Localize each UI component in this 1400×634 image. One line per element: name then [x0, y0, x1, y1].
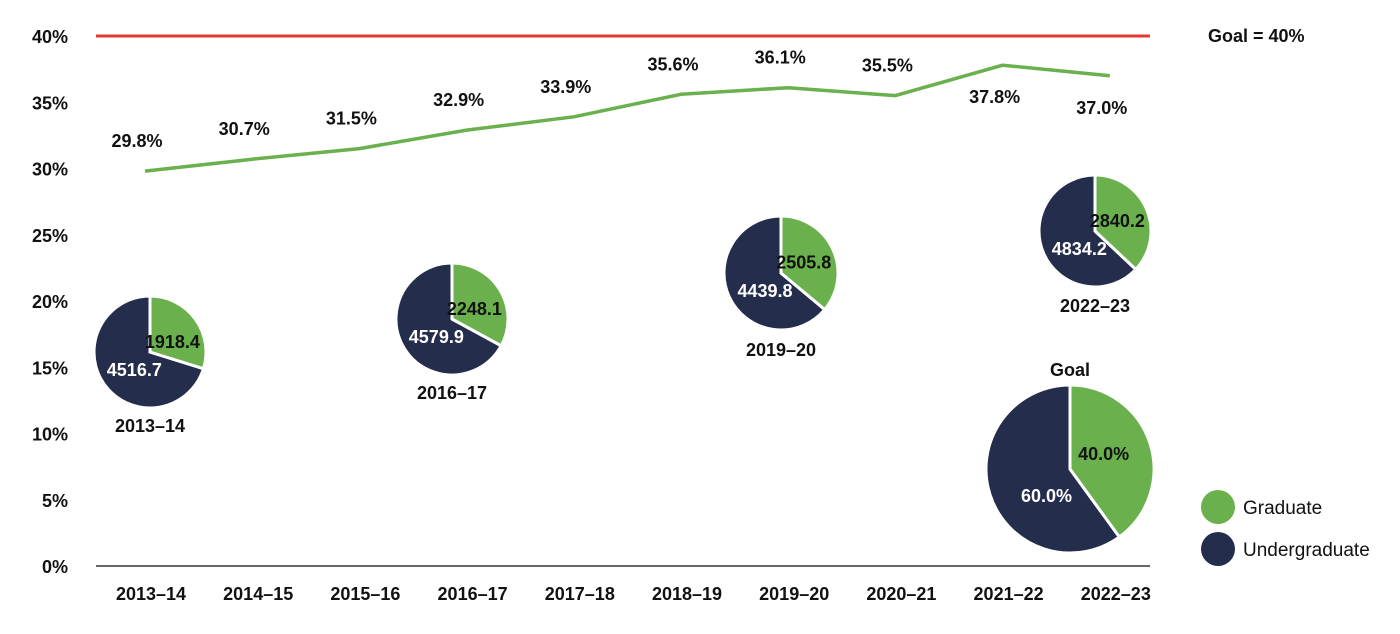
pie-5: 40.0% 60.0% Goal	[984, 360, 1156, 555]
x-axis-ticks: 2013–14 2014–15 2015–16 2016–17 2017–18 2018–…	[116, 584, 1151, 604]
x-tick-label: 2016–17	[438, 584, 508, 604]
pie-label-undergraduate: 4834.2	[1052, 239, 1107, 259]
data-label: 32.9%	[433, 90, 484, 110]
pie-label-graduate: 2505.8	[776, 253, 831, 273]
data-label: 29.8%	[111, 131, 162, 151]
pie-slice-graduate	[1093, 173, 1153, 272]
pie-label-undergraduate: 4516.7	[107, 360, 162, 380]
x-tick-label: 2014–15	[223, 584, 293, 604]
data-labels: 29.8% 30.7% 31.5% 32.9% 33.9% 35.6% 36.1% 35.5%…	[111, 48, 1127, 151]
pie-3: 2505.8 4439.8 2019–20	[722, 214, 840, 360]
legend-label-undergraduate: Undergraduate	[1243, 540, 1370, 561]
goal-line-label: Goal = 40%	[1208, 26, 1305, 46]
pie-slice-graduate	[779, 214, 840, 312]
x-tick-label: 2022–23	[1081, 584, 1151, 604]
y-tick-label: 40%	[32, 27, 68, 47]
y-tick-label: 35%	[32, 93, 68, 113]
legend: Graduate Undergraduate	[1201, 490, 1370, 566]
pie-slice-undergraduate	[1037, 173, 1138, 289]
pie-label-graduate: 40.0%	[1078, 444, 1129, 464]
pie-year-label: Goal	[1050, 360, 1090, 380]
series-line	[144, 63, 1110, 173]
data-label: 35.5%	[862, 56, 913, 76]
pie-slice-graduate	[148, 294, 208, 371]
data-label: 37.8%	[969, 87, 1020, 107]
pie-slice-undergraduate	[984, 383, 1122, 555]
pie-year-label: 2019–20	[746, 340, 816, 360]
pie-year-label: 2013–14	[115, 416, 185, 436]
pie-4: 2840.2 4834.2 2022–23	[1037, 173, 1153, 316]
x-tick-label: 2018–19	[652, 584, 722, 604]
data-label: 37.0%	[1076, 98, 1127, 118]
pie-label-graduate: 2840.2	[1090, 211, 1145, 231]
pie-charts: 1918.4 4516.7 2013–14 2248.1 4579.9 2016–17 25…	[92, 173, 1156, 555]
pie-year-label: 2022–23	[1060, 296, 1130, 316]
y-tick-label: 5%	[42, 491, 68, 511]
pie-slice-graduate	[450, 261, 510, 348]
pie-label-undergraduate: 4579.9	[409, 327, 464, 347]
y-tick-label: 25%	[32, 226, 68, 246]
pie-slice-undergraduate	[394, 261, 504, 377]
pie-2: 2248.1 4579.9 2016–17	[394, 261, 510, 403]
legend-swatch-graduate	[1201, 490, 1235, 524]
x-tick-label: 2013–14	[116, 584, 186, 604]
pie-slice-graduate	[1068, 383, 1156, 540]
pie-label-undergraduate: 4439.8	[738, 281, 793, 301]
y-tick-label: 20%	[32, 292, 68, 312]
x-tick-label: 2021–22	[974, 584, 1044, 604]
y-tick-label: 10%	[32, 425, 68, 445]
data-label: 33.9%	[540, 77, 591, 97]
data-label: 36.1%	[755, 48, 806, 68]
legend-label-graduate: Graduate	[1243, 498, 1322, 519]
pie-slice-undergraduate	[722, 214, 827, 332]
y-tick-label: 15%	[32, 358, 68, 378]
data-label: 35.6%	[647, 54, 698, 74]
legend-swatch-undergraduate	[1201, 532, 1235, 566]
x-tick-label: 2019–20	[759, 584, 829, 604]
pie-label-graduate: 2248.1	[447, 299, 502, 319]
data-label: 30.7%	[219, 119, 270, 139]
x-tick-label: 2020–21	[866, 584, 936, 604]
y-axis-ticks: 0% 5% 10% 15% 20% 25% 30% 35% 40%	[32, 27, 68, 577]
pie-label-undergraduate: 60.0%	[1021, 486, 1072, 506]
x-tick-label: 2017–18	[545, 584, 615, 604]
pie-label-graduate: 1918.4	[145, 332, 200, 352]
data-label: 31.5%	[326, 109, 377, 129]
pie-1: 1918.4 4516.7 2013–14	[92, 294, 208, 436]
pie-year-label: 2016–17	[417, 383, 487, 403]
y-tick-label: 0%	[42, 557, 68, 577]
y-tick-label: 30%	[32, 160, 68, 180]
x-tick-label: 2015–16	[330, 584, 400, 604]
